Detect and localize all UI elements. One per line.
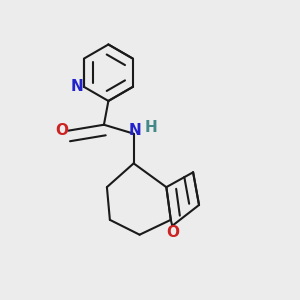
Text: N: N	[129, 123, 142, 138]
Text: N: N	[71, 79, 84, 94]
Text: O: O	[55, 123, 68, 138]
Text: H: H	[145, 120, 157, 135]
Text: O: O	[167, 225, 180, 240]
